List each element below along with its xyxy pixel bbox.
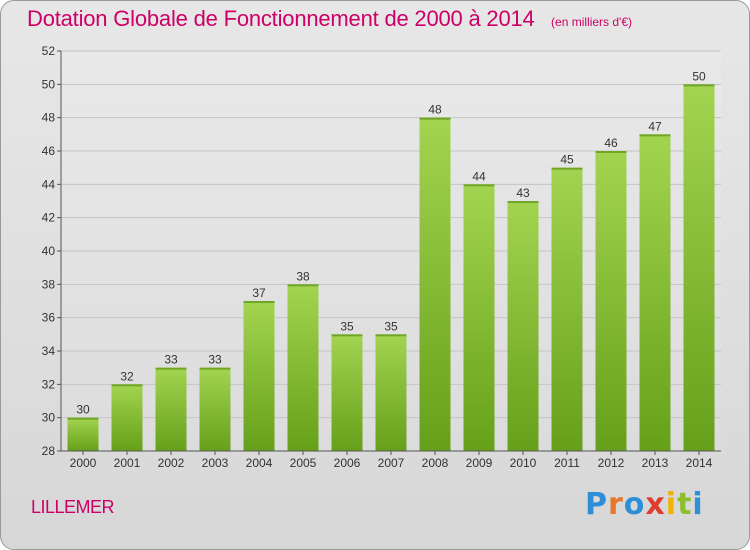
data-label: 35 bbox=[340, 319, 354, 333]
chart-title-row: Dotation Globale de Fonctionnement de 20… bbox=[27, 6, 632, 32]
bar-top-edge bbox=[111, 384, 143, 387]
bar-2004 bbox=[243, 301, 275, 451]
data-label: 37 bbox=[252, 286, 266, 300]
y-tick-label: 28 bbox=[42, 444, 56, 458]
bar-2014 bbox=[683, 84, 715, 451]
x-tick-label: 2011 bbox=[554, 456, 580, 470]
logo-letter: x bbox=[645, 487, 666, 522]
data-label: 38 bbox=[296, 269, 310, 283]
bar-top-edge bbox=[155, 367, 187, 370]
data-label: 35 bbox=[384, 319, 398, 333]
x-tick-label: 2006 bbox=[334, 456, 361, 470]
data-label: 45 bbox=[560, 153, 574, 167]
data-label: 46 bbox=[604, 136, 618, 150]
bar-top-edge bbox=[463, 184, 495, 187]
data-label: 30 bbox=[76, 403, 90, 417]
bar-top-edge bbox=[243, 301, 275, 303]
bar-top-edge bbox=[595, 151, 627, 153]
data-label: 44 bbox=[472, 169, 486, 183]
y-tick-label: 40 bbox=[42, 244, 56, 258]
bar-top-edge bbox=[683, 84, 715, 87]
x-tick-label: 2003 bbox=[202, 456, 229, 470]
x-tick-label: 2012 bbox=[598, 456, 625, 470]
x-tick-label: 2010 bbox=[510, 456, 537, 470]
bar-2001 bbox=[111, 384, 143, 451]
bar-top-edge bbox=[551, 167, 583, 170]
bar-2013 bbox=[639, 134, 671, 452]
y-tick-label: 44 bbox=[42, 177, 56, 191]
logo-letter: i bbox=[692, 487, 704, 522]
y-tick-label: 36 bbox=[42, 311, 56, 325]
x-tick-label: 2000 bbox=[70, 456, 97, 470]
logo-letter: i bbox=[665, 487, 678, 522]
y-tick-label: 34 bbox=[42, 344, 56, 358]
y-tick-label: 42 bbox=[42, 211, 56, 225]
data-label: 43 bbox=[516, 186, 530, 200]
logo-letter: P bbox=[585, 487, 608, 522]
logo-letter: t bbox=[677, 487, 693, 522]
bar-2006 bbox=[331, 334, 363, 451]
bar-2005 bbox=[287, 284, 319, 451]
commune-name: LILLEMER bbox=[31, 497, 115, 517]
logo-letter: o bbox=[623, 487, 646, 522]
bar-top-edge bbox=[67, 417, 99, 420]
x-tick-label: 2013 bbox=[642, 456, 669, 470]
x-tick-label: 2005 bbox=[290, 456, 317, 470]
y-tick-label: 38 bbox=[42, 277, 56, 291]
x-tick-label: 2008 bbox=[422, 456, 449, 470]
y-tick-label: 50 bbox=[42, 77, 56, 91]
bar-2002 bbox=[155, 367, 187, 451]
data-label: 47 bbox=[648, 119, 662, 133]
bar-2000 bbox=[67, 417, 99, 451]
y-tick-label: 52 bbox=[42, 44, 56, 58]
bar-top-edge bbox=[375, 334, 407, 337]
y-tick-label: 30 bbox=[42, 411, 56, 425]
bar-top-edge bbox=[331, 334, 363, 337]
data-label: 33 bbox=[208, 353, 222, 367]
y-tick-label: 32 bbox=[42, 377, 56, 391]
bar-top-edge bbox=[199, 367, 231, 370]
data-label: 50 bbox=[692, 69, 706, 83]
bar-2009 bbox=[463, 184, 495, 452]
bar-2008 bbox=[419, 117, 451, 452]
x-tick-label: 2001 bbox=[114, 456, 141, 470]
x-tick-label: 2009 bbox=[466, 456, 493, 470]
bar-top-edge bbox=[287, 284, 319, 287]
x-tick-label: 2007 bbox=[378, 456, 405, 470]
chart-title: Dotation Globale de Fonctionnement de 20… bbox=[27, 6, 535, 31]
data-label: 48 bbox=[428, 103, 442, 117]
data-label: 32 bbox=[120, 369, 134, 383]
bar-2012 bbox=[595, 151, 627, 451]
bar-top-edge bbox=[419, 117, 451, 120]
y-tick-label: 46 bbox=[42, 144, 56, 158]
data-label: 33 bbox=[164, 353, 178, 367]
x-tick-label: 2014 bbox=[686, 456, 713, 470]
bar-2010 bbox=[507, 201, 539, 451]
x-tick-label: 2004 bbox=[246, 456, 273, 470]
bar-2007 bbox=[375, 334, 407, 451]
bar-top-edge bbox=[639, 134, 671, 137]
x-tick-label: 2002 bbox=[158, 456, 185, 470]
y-tick-label: 48 bbox=[42, 111, 56, 125]
bar-2011 bbox=[551, 167, 583, 451]
bar-top-edge bbox=[507, 201, 539, 203]
bar-2003 bbox=[199, 367, 231, 451]
chart-unit-note: (en milliers d'€) bbox=[551, 15, 633, 29]
proxiti-logo: Proxiti bbox=[585, 487, 704, 522]
logo-letter: r bbox=[608, 487, 624, 522]
